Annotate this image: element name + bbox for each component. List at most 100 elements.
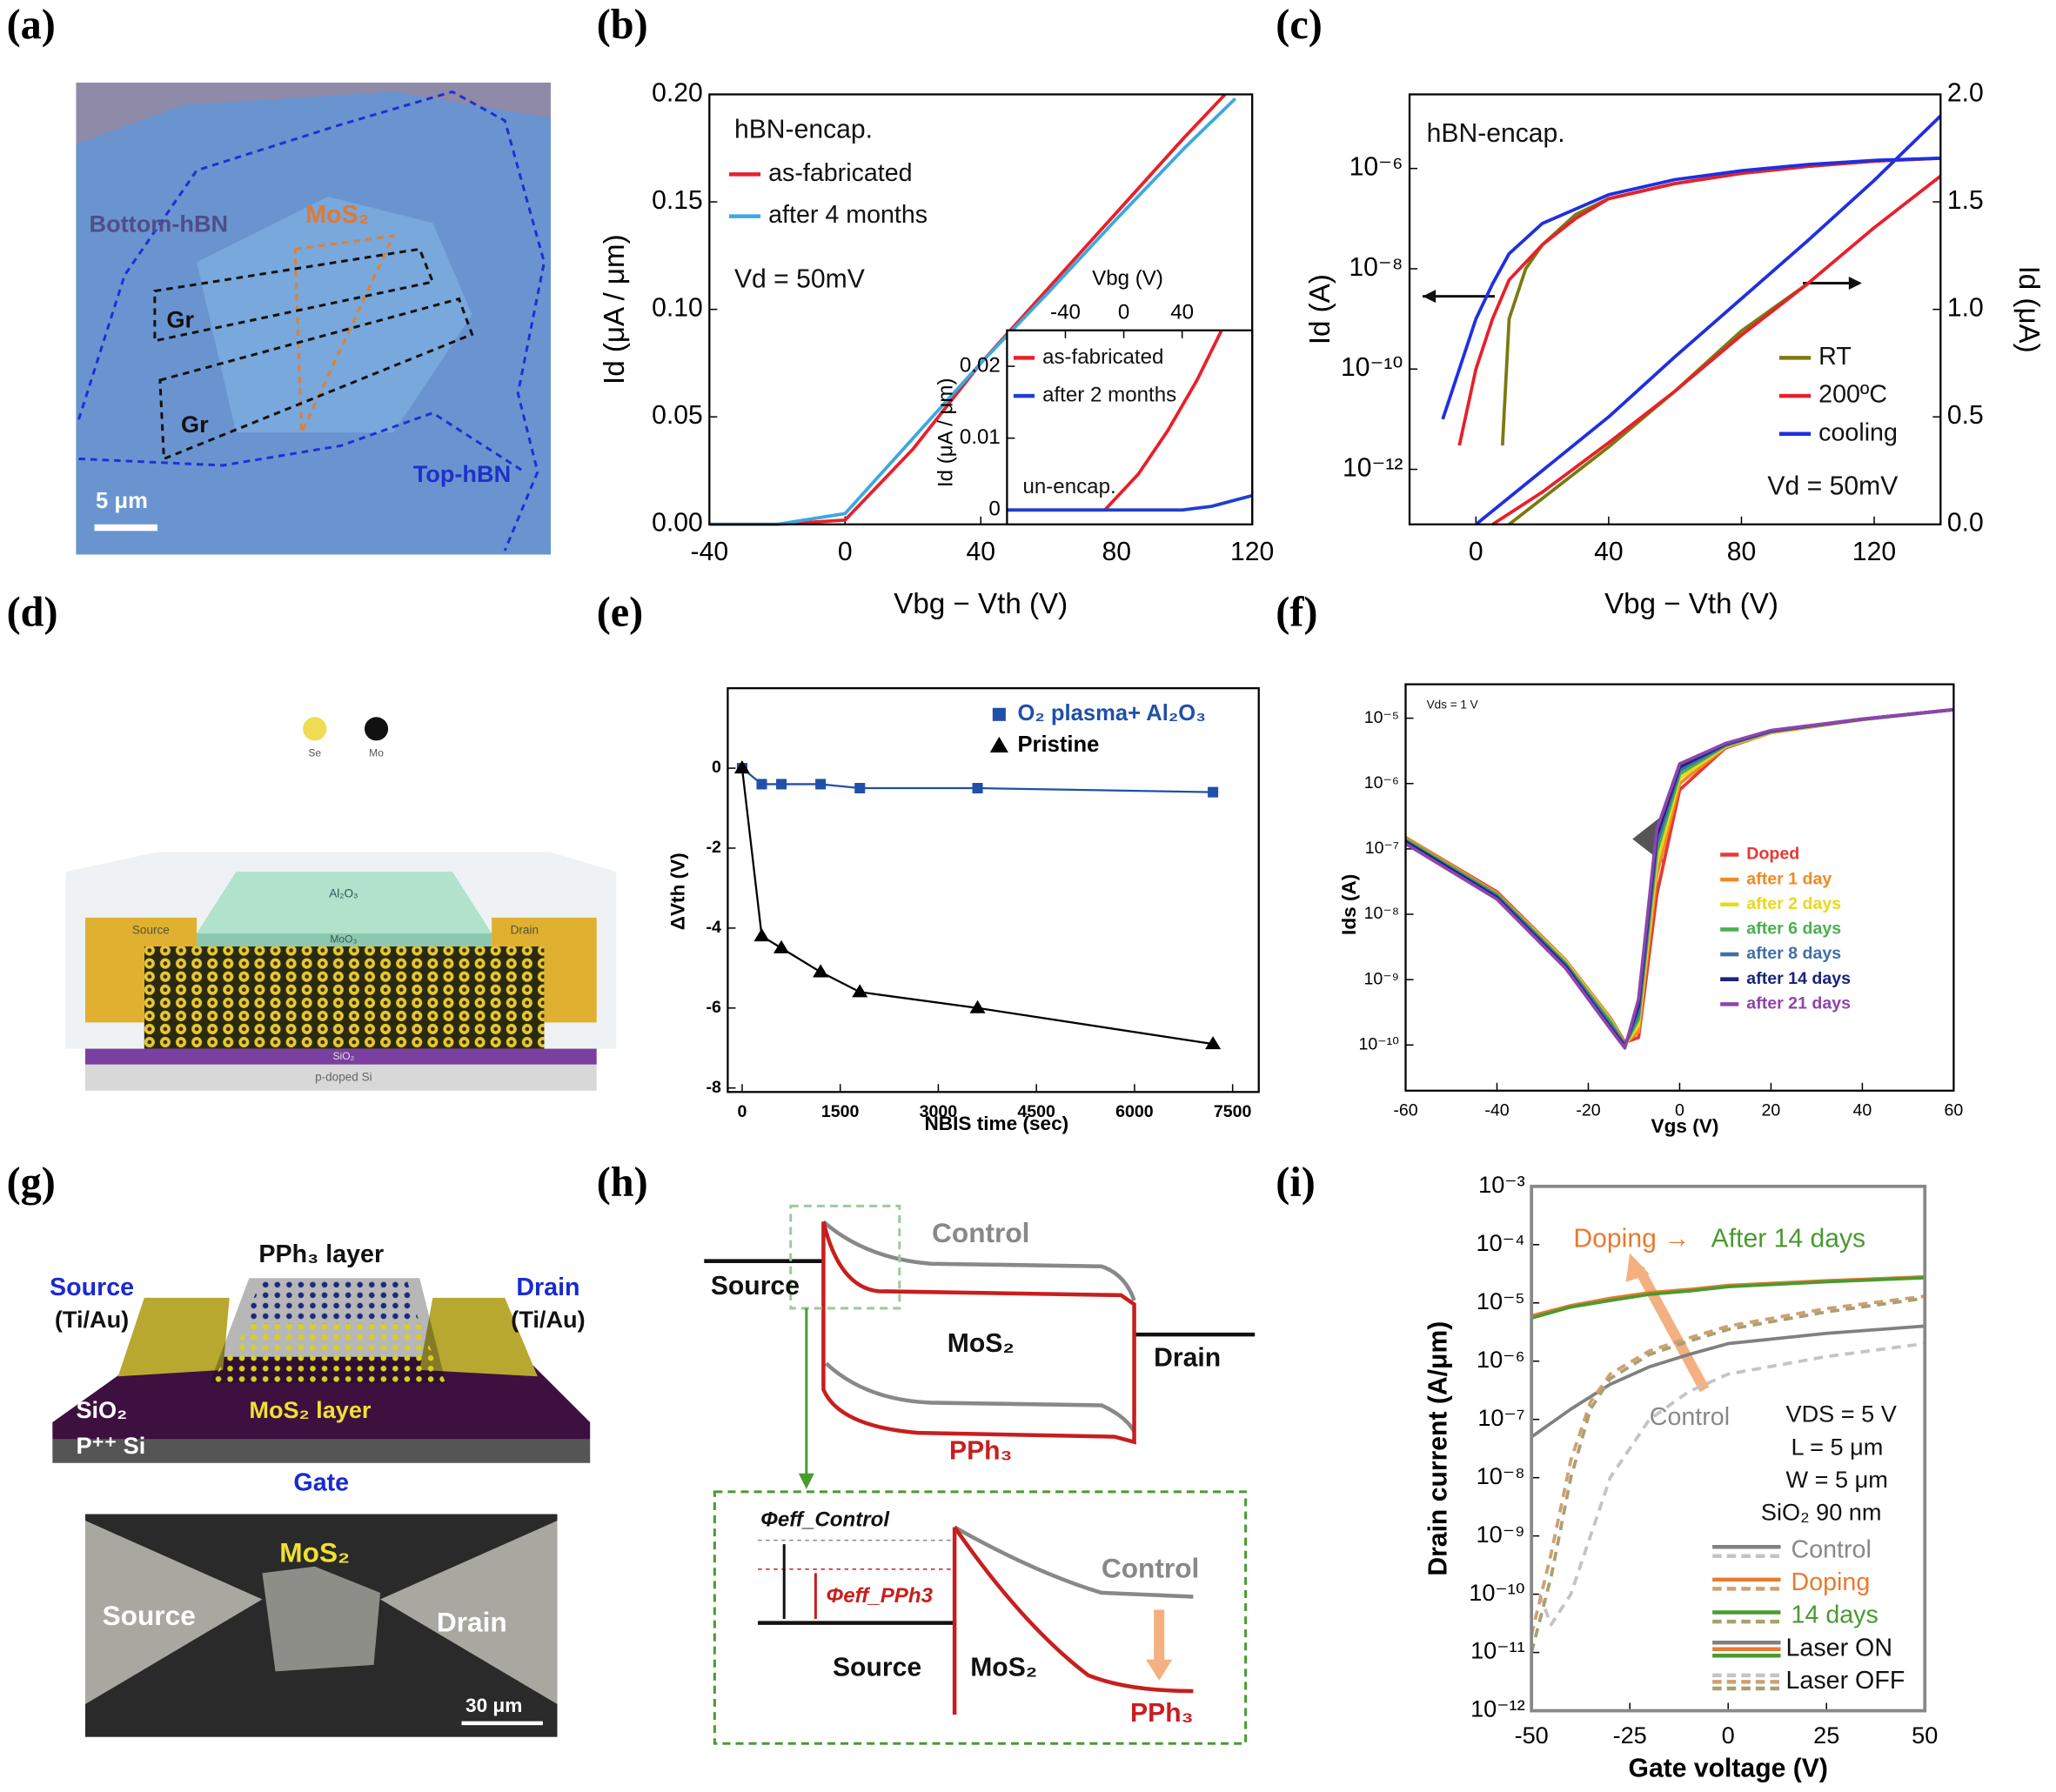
- data-point: [813, 964, 829, 978]
- y-axis-label: Id (μA / μm): [934, 378, 957, 488]
- label: Control: [932, 1217, 1029, 1248]
- x-axis-label: Vbg − Vth (V): [1604, 588, 1778, 620]
- al2o3-layer: [197, 872, 492, 933]
- panel-a: Bottom-hBN MoS₂ Gr Gr Top-hBN 5 μm: [76, 82, 551, 555]
- data-point: [972, 783, 983, 794]
- panel-label: (i): [1276, 1160, 1316, 1206]
- series-line: [1404, 707, 1954, 1047]
- y-tick-label: 0.05: [652, 401, 703, 430]
- legend-label: Laser OFF: [1786, 1667, 1905, 1695]
- data-point: [854, 783, 866, 794]
- source-contact: [117, 1297, 230, 1377]
- y-tick-label: 10⁻¹¹: [1470, 1637, 1525, 1664]
- x-tick-label: 50: [1912, 1722, 1938, 1749]
- label: (Ti/Au): [511, 1306, 585, 1333]
- label: Source: [711, 1272, 800, 1301]
- y-tick-label: 10⁻⁴: [1477, 1229, 1525, 1256]
- x-tick-label: 60: [1945, 1101, 1964, 1120]
- y-tick-label: 10⁻¹²: [1470, 1695, 1525, 1722]
- x-tick-label: 0: [1118, 301, 1129, 324]
- y-tick-label: 10⁻¹⁰: [1358, 1034, 1399, 1053]
- data-point: [815, 779, 827, 790]
- scale-bar: [461, 1721, 543, 1726]
- label: MoS₂: [970, 1653, 1037, 1682]
- label: Mo: [369, 747, 384, 759]
- source-contact: [85, 917, 198, 1049]
- series-line: [1441, 157, 1941, 420]
- label: Drain: [1154, 1344, 1221, 1373]
- chart: -40 0 40 0 0.01 0.02 Vbg (V) Id (μA / μm) un-enc…: [934, 266, 1254, 525]
- label: SiO₂: [332, 1050, 354, 1062]
- label: Se: [308, 747, 321, 759]
- mos2-lattice: [210, 1324, 446, 1383]
- series-line: [1404, 707, 1954, 1046]
- y-tick-label: 10⁻⁶: [1477, 1346, 1525, 1373]
- x-axis-label: Vbg − Vth (V): [894, 588, 1068, 620]
- inset-background: [1007, 330, 1253, 525]
- data-point: [852, 984, 868, 998]
- legend-marker: [992, 707, 1006, 721]
- annotation: Vd = 50mV: [1767, 472, 1898, 501]
- y-tick-label: 0: [988, 498, 1000, 521]
- y-tick-label: 0.10: [652, 294, 703, 323]
- y-tick-label: 10⁻⁷: [1365, 839, 1399, 858]
- series-line: [1007, 493, 1253, 512]
- annotation: hBN-encap.: [734, 116, 873, 144]
- y-tick-label: 10⁻⁸: [1477, 1462, 1525, 1489]
- legend-label: as-fabricated: [768, 159, 912, 187]
- annotation: Control: [1650, 1403, 1730, 1431]
- series-line: [1475, 114, 1942, 526]
- x-tick-label: 0: [838, 538, 853, 566]
- label: Bottom-hBN: [90, 210, 229, 237]
- panel-label: (b): [597, 2, 648, 48]
- annotation: After 14 days: [1711, 1225, 1866, 1254]
- legend-label: after 14 days: [1746, 969, 1851, 988]
- data-point: [1205, 1036, 1222, 1050]
- scale-label: 30 μm: [465, 1695, 522, 1716]
- label: MoS₂: [279, 1537, 350, 1568]
- x-tick-label: 0: [1469, 538, 1483, 566]
- y-tick-label: -2: [706, 838, 721, 857]
- arrow-head: [1625, 1253, 1650, 1282]
- chart: -50 -25 0 25 50 10⁻¹² 10⁻¹¹ 10⁻¹⁰ 10⁻⁹ 10⁻⁸ 10⁻⁷ 10…: [1424, 1171, 1939, 1782]
- legend-label: Doped: [1746, 845, 1799, 864]
- top-hbn-outline: [78, 411, 526, 473]
- label: Φeff_PPh3: [826, 1584, 933, 1608]
- legend-label: Laser ON: [1786, 1634, 1893, 1662]
- x-tick-label: -40: [691, 538, 729, 566]
- panel-g: PPh₃ layer Source (Ti/Au) Drain (Ti/Au) …: [50, 1240, 591, 1737]
- panel-label: (e): [597, 589, 644, 635]
- atom-icon: [303, 717, 327, 741]
- drain-contact: [492, 917, 597, 1049]
- x-tick-label: 80: [1102, 538, 1131, 566]
- y-axis-label: Drain current (A/μm): [1424, 1321, 1453, 1576]
- label: Source: [833, 1653, 921, 1682]
- label: Gr: [166, 305, 194, 332]
- graphene-outline: [158, 297, 474, 461]
- label: Source: [103, 1600, 196, 1631]
- control-band: [821, 1220, 1136, 1301]
- x-tick-label: 3000: [920, 1102, 958, 1121]
- legend-label: O₂ plasma+ Al₂O₃: [1017, 701, 1206, 725]
- arrow-head: [1423, 290, 1437, 304]
- y-tick-label: 0.00: [652, 509, 703, 538]
- data-point: [756, 779, 767, 790]
- x-tick-label: -60: [1393, 1101, 1417, 1120]
- x-tick-label: 4500: [1017, 1102, 1055, 1121]
- legend-label: after 21 days: [1746, 993, 1851, 1013]
- data-point: [733, 760, 750, 774]
- series-line: [1537, 1341, 1925, 1627]
- drain-contact: [419, 1297, 538, 1377]
- y-tick-label: 10⁻⁹: [1477, 1521, 1525, 1548]
- annotation: Vd = 50mV: [734, 264, 865, 293]
- mos2-lattice: [144, 946, 545, 1049]
- y2-tick-label: 0.5: [1947, 401, 1984, 430]
- label: Φeff_Control: [760, 1508, 890, 1531]
- mos2-outline: [293, 234, 396, 433]
- label: Al₂O₃: [329, 886, 358, 899]
- oxide: [85, 1048, 597, 1065]
- x-tick-label: 7500: [1214, 1102, 1252, 1121]
- x-tick-label: 0: [737, 1102, 747, 1121]
- plot-frame: [727, 687, 1260, 1093]
